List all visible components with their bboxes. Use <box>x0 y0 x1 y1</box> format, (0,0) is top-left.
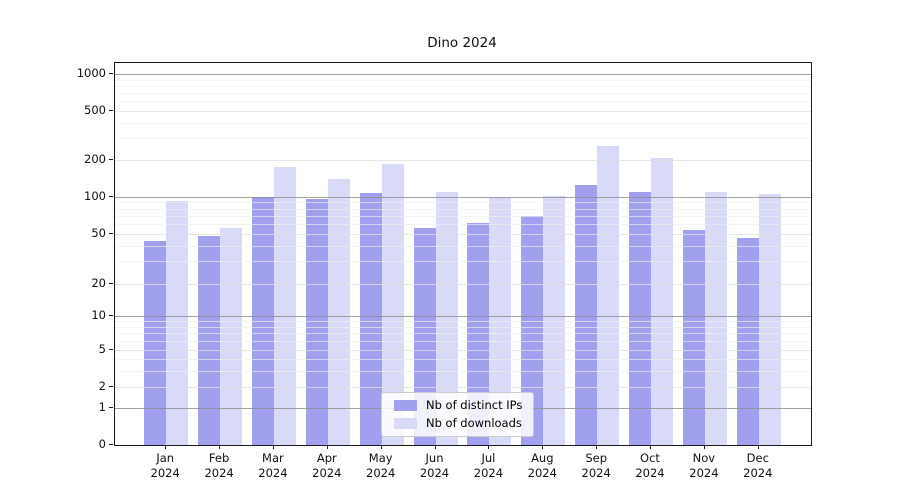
x-tick-label-apr: Apr 2024 <box>312 451 342 480</box>
bar-downloads-jan <box>166 201 189 445</box>
bar-downloads-apr <box>327 179 350 445</box>
bar-downloads-jun <box>435 192 458 445</box>
bar-distinct-ips-mar <box>251 197 274 445</box>
bar-distinct-ips-jul <box>467 223 490 445</box>
legend-label-downloads: Nb of downloads <box>426 416 522 430</box>
x-tick-label-feb: Feb 2024 <box>204 451 234 480</box>
legend-item-downloads: Nb of downloads <box>394 417 522 430</box>
bars-layer <box>115 63 811 445</box>
bar-distinct-ips-jun <box>413 228 436 445</box>
bar-downloads-mar <box>273 167 296 445</box>
legend-swatch-downloads <box>394 418 417 429</box>
y-tick-label: 500 <box>84 103 106 117</box>
x-tick-mark <box>703 445 705 449</box>
y-tick-label: 2 <box>98 379 106 393</box>
x-tick-mark <box>434 445 436 449</box>
y-tick-mark <box>109 159 113 160</box>
y-tick-label: 10 <box>91 308 106 322</box>
y-tick-mark <box>109 73 113 74</box>
y-tick-label: 5 <box>98 342 106 356</box>
x-tick-label-nov: Nov 2024 <box>689 451 719 480</box>
y-tick-mark <box>109 233 113 234</box>
y-tick-mark <box>109 407 113 408</box>
legend: Nb of distinct IPs Nb of downloads <box>381 392 535 437</box>
x-tick-mark <box>380 445 382 449</box>
bar-downloads-sep <box>597 146 620 445</box>
x-tick-label-jul: Jul 2024 <box>473 451 504 480</box>
y-tick-label: 50 <box>91 226 106 240</box>
y-tick-label: 200 <box>84 152 106 166</box>
y-tick-label: 1000 <box>76 66 106 80</box>
y-tick-label: 100 <box>84 189 106 203</box>
x-tick-mark <box>326 445 328 449</box>
x-tick-mark <box>488 445 490 449</box>
x-tick-label-aug: Aug 2024 <box>527 451 557 480</box>
y-tick-label: 1 <box>98 400 106 414</box>
bar-distinct-ips-oct <box>629 192 651 445</box>
y-tick-mark <box>109 315 113 316</box>
y-tick-mark <box>109 196 113 197</box>
x-tick-mark <box>596 445 598 449</box>
bar-downloads-aug <box>543 196 566 445</box>
y-tick-mark <box>109 386 113 387</box>
x-tick-mark <box>650 445 651 449</box>
x-tick-mark <box>165 445 167 449</box>
bar-downloads-dec <box>758 194 781 445</box>
y-tick-label: 0 <box>98 437 106 451</box>
x-tick-label-sep: Sep 2024 <box>581 451 611 480</box>
legend-item-distinct-ips: Nb of distinct IPs <box>394 399 522 412</box>
x-tick-mark <box>219 445 221 449</box>
bar-distinct-ips-apr <box>305 199 328 445</box>
x-tick-label-oct: Oct 2024 <box>635 451 665 480</box>
plot-area: Nb of distinct IPs Nb of downloads <box>114 62 812 446</box>
y-tick-mark <box>109 283 113 284</box>
y-tick-mark <box>109 110 113 111</box>
x-tick-label-may: May 2024 <box>366 451 396 480</box>
bar-downloads-feb <box>220 228 243 445</box>
y-tick-label: 20 <box>91 276 106 290</box>
bar-downloads-nov <box>704 192 727 445</box>
x-tick-label-jun: Jun 2024 <box>419 451 450 480</box>
bar-distinct-ips-dec <box>736 238 759 445</box>
x-tick-label-dec: Dec 2024 <box>743 451 773 480</box>
bar-distinct-ips-sep <box>575 185 598 445</box>
x-tick-mark <box>542 445 544 449</box>
x-tick-label-mar: Mar 2024 <box>258 451 288 480</box>
bar-distinct-ips-jan <box>144 241 167 445</box>
bar-distinct-ips-feb <box>198 236 221 445</box>
x-tick-mark <box>757 445 759 449</box>
y-tick-mark <box>109 444 113 445</box>
bar-downloads-oct <box>651 158 673 445</box>
y-tick-mark <box>109 349 113 350</box>
bar-distinct-ips-nov <box>682 230 705 445</box>
x-tick-label-jan: Jan 2024 <box>150 451 180 480</box>
chart-title: Dino 2024 <box>427 35 497 51</box>
legend-label-distinct-ips: Nb of distinct IPs <box>426 398 523 412</box>
bar-distinct-ips-may <box>359 193 382 445</box>
legend-swatch-distinct-ips <box>394 400 417 411</box>
x-tick-mark <box>272 445 274 449</box>
